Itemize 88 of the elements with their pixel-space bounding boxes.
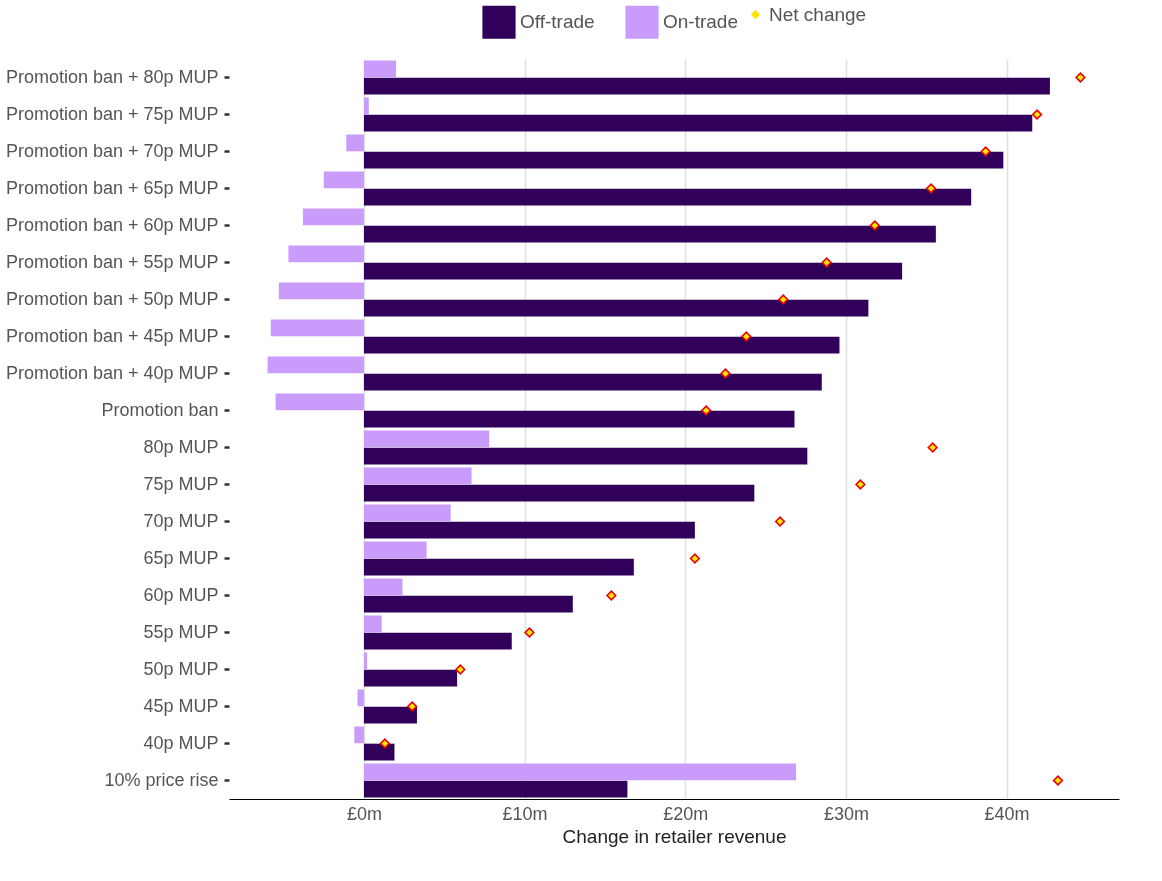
bar	[278, 282, 364, 300]
bar	[363, 114, 1033, 132]
bar	[363, 669, 458, 687]
bar	[288, 245, 364, 263]
point	[855, 479, 866, 490]
point	[869, 220, 880, 231]
x-axis-title: Change in retailer revenue	[562, 825, 787, 847]
x-tick-label: £40m	[984, 803, 1030, 824]
point	[741, 331, 752, 342]
x-tick-label: £30m	[823, 803, 869, 824]
bar	[363, 373, 822, 391]
y-tick-label: 60p MUP	[143, 584, 219, 605]
y-tick-label: 50p MUP	[143, 658, 219, 679]
y-tick-label: Promotion ban	[101, 399, 219, 420]
point	[1052, 775, 1064, 786]
point	[925, 183, 937, 194]
point	[379, 738, 390, 749]
bar	[323, 171, 364, 189]
y-tick-label: 55p MUP	[143, 621, 219, 642]
bar	[363, 410, 795, 428]
bar	[363, 447, 808, 465]
legend-label: On-trade	[663, 11, 738, 33]
y-tick-label: Promotion ban + 40p MUP	[5, 362, 219, 383]
bar	[363, 541, 427, 559]
point	[821, 257, 832, 268]
point	[1075, 72, 1086, 83]
y-tick-label: Promotion ban + 80p MUP	[5, 66, 219, 87]
bar	[363, 578, 403, 596]
bar	[363, 336, 840, 354]
bar	[363, 484, 755, 502]
bar	[363, 706, 417, 724]
point	[720, 368, 731, 379]
y-tick-label: 40p MUP	[143, 732, 219, 753]
point	[927, 442, 938, 453]
bar	[363, 430, 490, 448]
y-tick-label: Promotion ban + 45p MUP	[5, 325, 219, 346]
bar	[363, 652, 368, 670]
y-tick-label: 65p MUP	[143, 547, 219, 568]
bar	[363, 521, 695, 539]
y-tick-label: 80p MUP	[143, 436, 219, 457]
y-tick-label: Promotion ban + 65p MUP	[5, 177, 219, 198]
y-tick-label: 45p MUP	[143, 695, 219, 716]
point	[778, 294, 789, 305]
point	[407, 701, 418, 712]
y-tick-label: 75p MUP	[143, 473, 219, 494]
point	[980, 146, 991, 157]
bar	[363, 632, 512, 650]
x-tick-label: £20m	[663, 803, 709, 824]
bar	[270, 319, 364, 337]
bar	[363, 299, 869, 317]
legend-label: Off-trade	[520, 11, 595, 33]
y-tick-label: Promotion ban + 55p MUP	[5, 251, 219, 272]
point	[606, 590, 617, 601]
y-tick-label: 10% price rise	[104, 769, 219, 790]
bar	[363, 743, 395, 761]
point	[524, 627, 535, 638]
bar	[363, 188, 972, 206]
x-tick-label: £0m	[346, 803, 382, 824]
point	[701, 405, 712, 416]
x-tick-label: £10m	[502, 803, 548, 824]
point	[1031, 109, 1043, 120]
point	[455, 664, 466, 675]
bar	[363, 595, 573, 613]
y-tick-label: Promotion ban + 70p MUP	[5, 140, 219, 161]
y-tick-label: Promotion ban + 60p MUP	[5, 214, 219, 235]
bar	[354, 726, 364, 744]
bar	[363, 780, 628, 798]
bar	[346, 134, 364, 152]
bar	[363, 615, 382, 633]
bar	[363, 504, 451, 522]
point	[689, 553, 701, 564]
bar	[363, 763, 797, 781]
bar	[363, 60, 397, 78]
y-tick-label: Promotion ban + 50p MUP	[5, 288, 219, 309]
bar	[275, 393, 364, 411]
bar	[302, 208, 364, 226]
bar	[267, 356, 364, 374]
bar	[363, 558, 634, 576]
legend-label: Net change	[769, 3, 867, 25]
bar	[363, 97, 369, 115]
y-tick-label: Promotion ban + 75p MUP	[5, 103, 219, 124]
bar	[363, 467, 472, 485]
bar	[357, 689, 364, 707]
bar	[363, 225, 936, 243]
y-tick-label: 70p MUP	[143, 510, 219, 531]
bar	[363, 151, 1004, 169]
bar	[363, 77, 1050, 95]
bar	[363, 262, 903, 280]
